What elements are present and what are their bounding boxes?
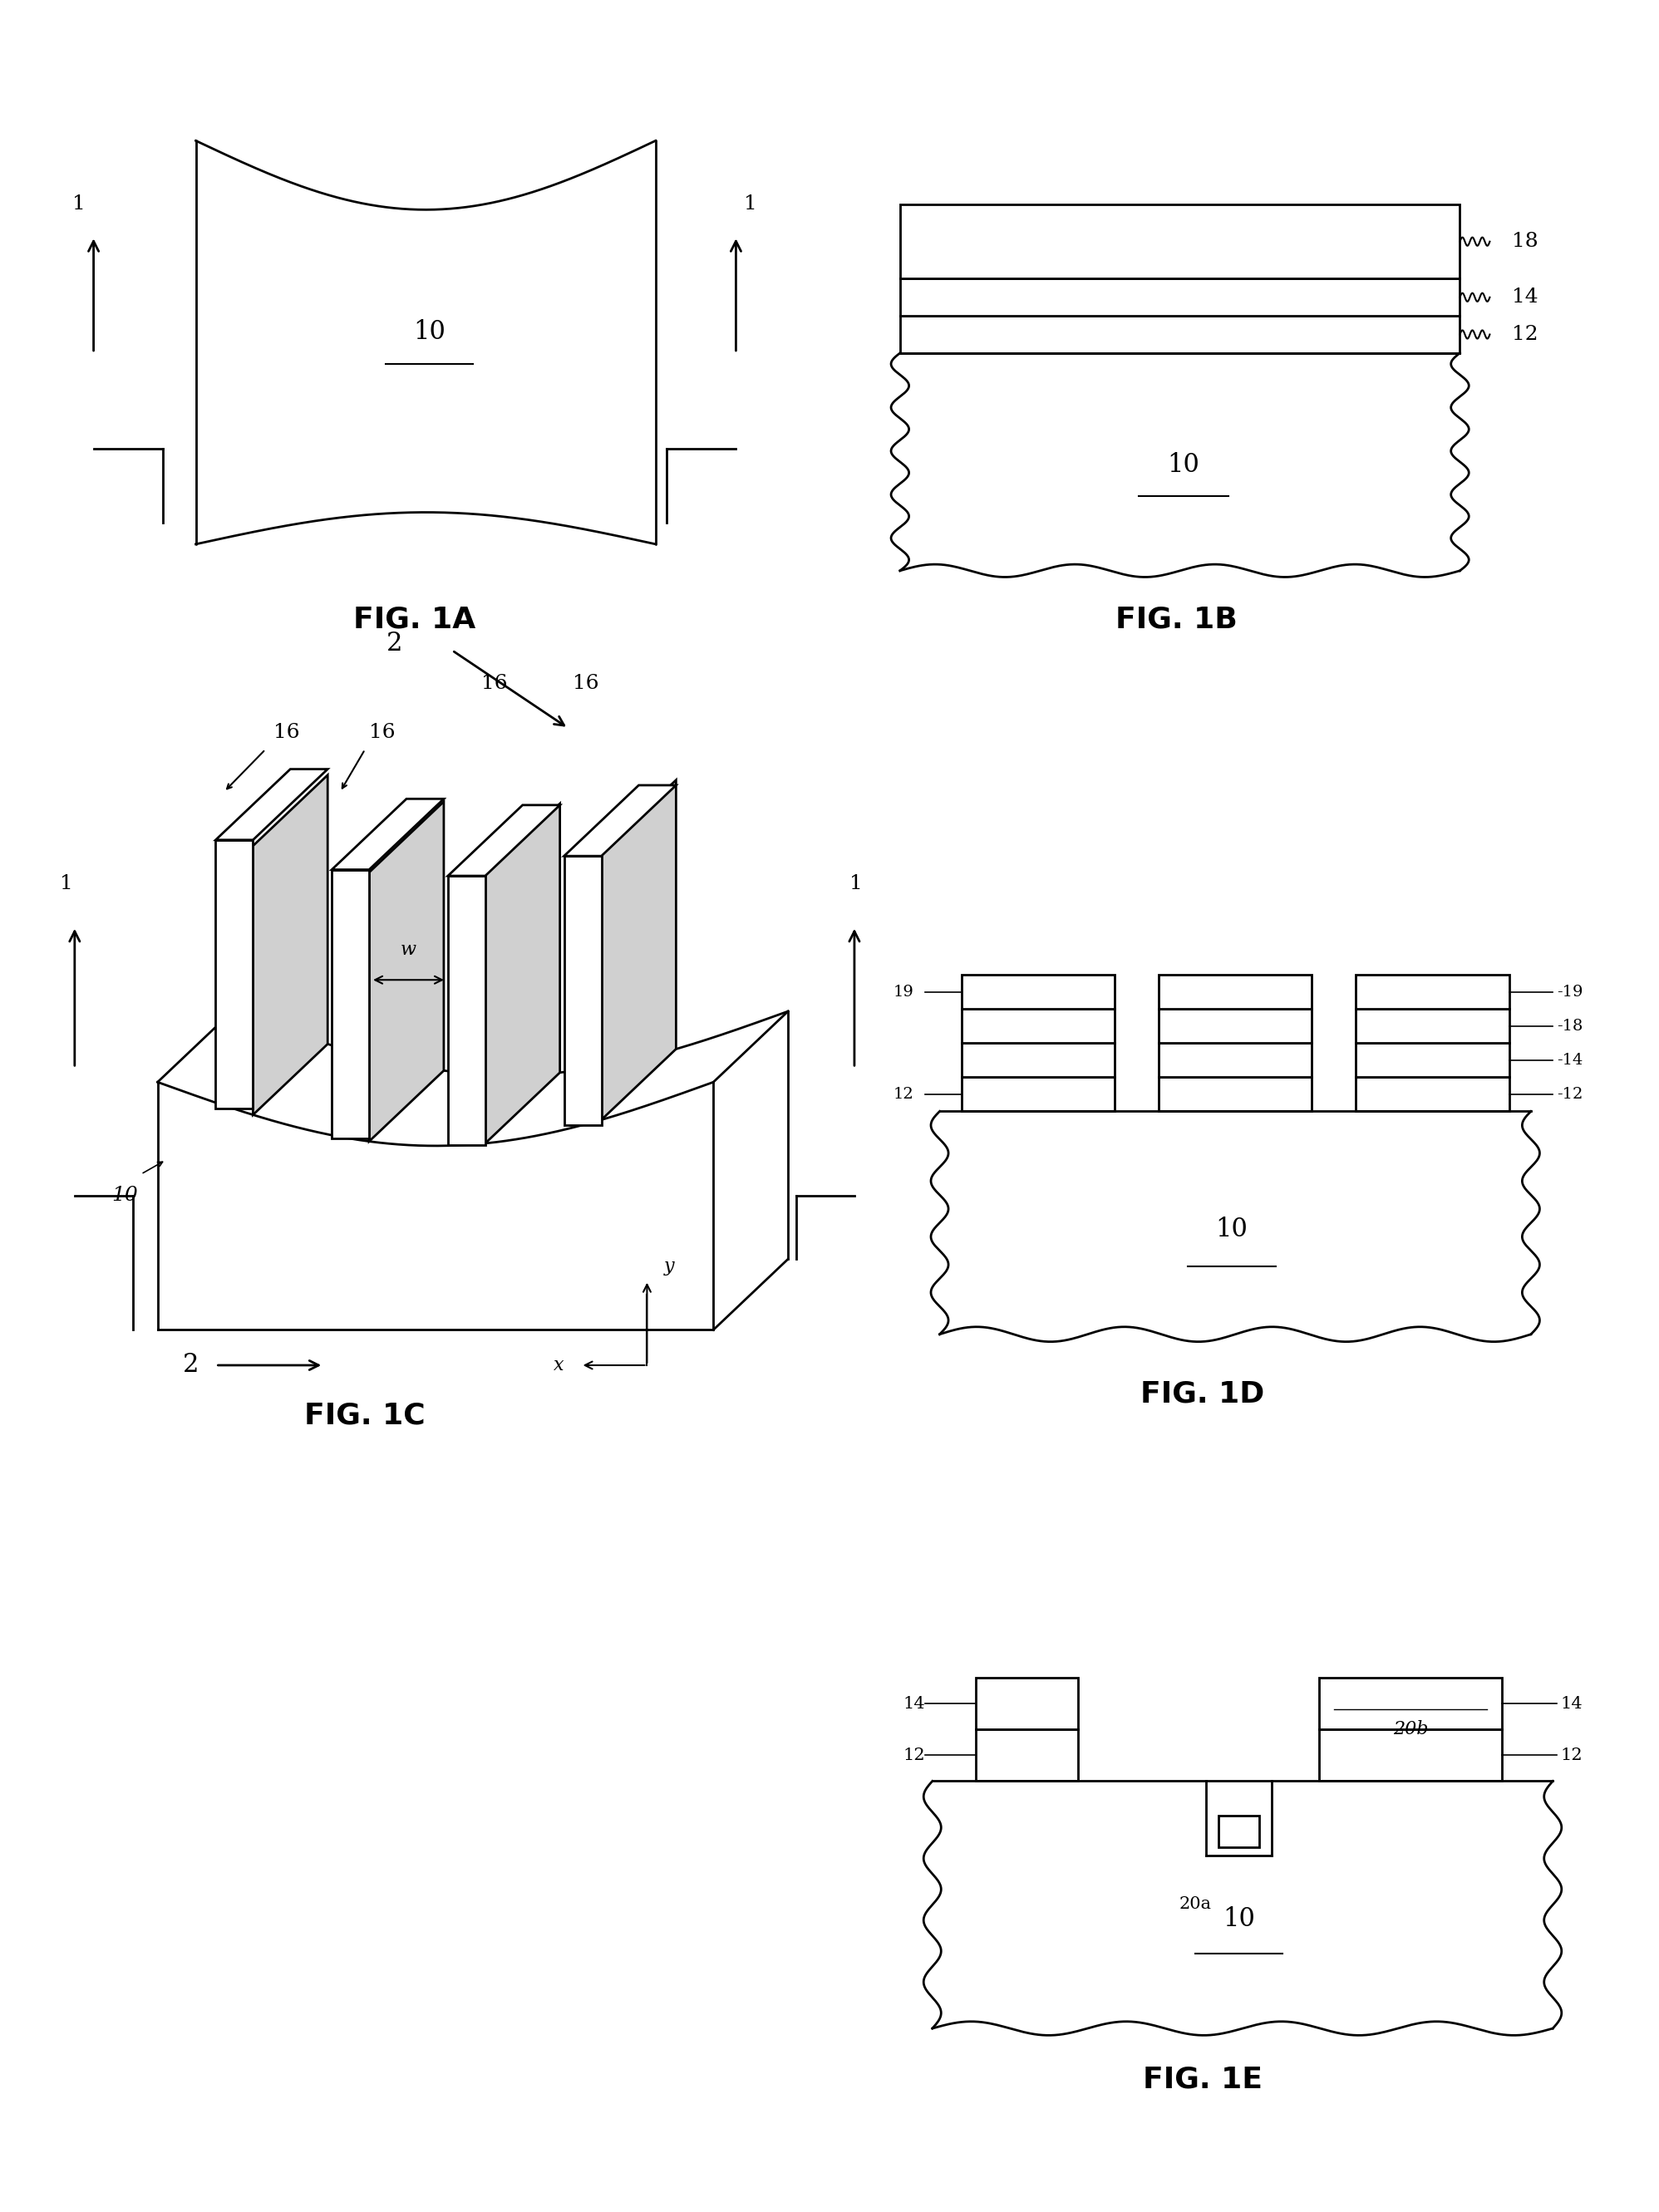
Text: 16: 16 [572, 675, 599, 692]
Polygon shape [601, 781, 677, 1119]
Text: y: y [664, 1256, 674, 1276]
Text: FIG. 1E: FIG. 1E [1143, 2066, 1262, 2093]
Text: 16: 16 [481, 675, 508, 692]
Text: 12: 12 [894, 1086, 914, 1102]
Text: x: x [554, 1356, 564, 1374]
Bar [962, 1077, 1115, 1110]
Text: FIG. 1C: FIG. 1C [305, 1402, 425, 1429]
Bar [962, 975, 1115, 1009]
Text: -18: -18 [1556, 1020, 1583, 1033]
Polygon shape [332, 799, 445, 869]
Text: 16: 16 [368, 723, 395, 743]
Polygon shape [368, 801, 445, 1141]
Text: 12: 12 [902, 1747, 926, 1763]
Bar [975, 1730, 1078, 1781]
Text: 1: 1 [849, 874, 863, 894]
Text: -12: -12 [1556, 1086, 1583, 1102]
Polygon shape [216, 770, 327, 841]
Text: -14: -14 [1556, 1053, 1583, 1068]
Text: 14: 14 [1559, 1697, 1583, 1712]
Bar [1355, 1044, 1510, 1077]
Bar [899, 316, 1460, 354]
Polygon shape [564, 785, 677, 856]
Text: 2: 2 [387, 630, 403, 657]
Text: 12: 12 [1559, 1747, 1583, 1763]
Text: 1: 1 [743, 195, 757, 215]
Bar [1158, 1044, 1312, 1077]
Bar [962, 1009, 1115, 1044]
Bar [1158, 975, 1312, 1009]
Bar [899, 279, 1460, 316]
Bar [564, 856, 602, 1126]
Text: 14: 14 [902, 1697, 926, 1712]
Text: FIG. 1A: FIG. 1A [353, 606, 476, 633]
Bar [1355, 1009, 1510, 1044]
Bar [1319, 1677, 1501, 1730]
Bar [1158, 1077, 1312, 1110]
Bar [332, 869, 368, 1139]
Text: 1: 1 [73, 195, 86, 215]
Bar [216, 841, 252, 1108]
Bar [899, 204, 1460, 279]
Bar [962, 1044, 1115, 1077]
Text: 16: 16 [274, 723, 300, 743]
Polygon shape [448, 805, 561, 876]
Text: 19: 19 [894, 984, 914, 1000]
Bar [975, 1677, 1078, 1730]
Polygon shape [252, 774, 327, 1115]
Text: 14: 14 [1513, 288, 1538, 307]
Text: 10: 10 [1216, 1217, 1248, 1241]
Bar [448, 876, 486, 1146]
Text: 20a: 20a [1180, 1896, 1211, 1911]
Text: w: w [400, 940, 416, 958]
Polygon shape [484, 803, 561, 1144]
Text: 2: 2 [182, 1352, 199, 1378]
Text: 10: 10 [111, 1186, 138, 1206]
Bar [1219, 1816, 1259, 1847]
Text: 10: 10 [1223, 1907, 1256, 1931]
Bar [1319, 1730, 1501, 1781]
Text: 18: 18 [1513, 232, 1538, 252]
Text: 20b: 20b [1394, 1721, 1428, 1739]
Text: 12: 12 [1513, 325, 1538, 345]
Bar [1355, 1077, 1510, 1110]
Bar [1158, 1009, 1312, 1044]
Text: 10: 10 [413, 319, 446, 345]
Text: FIG. 1D: FIG. 1D [1140, 1380, 1264, 1407]
Text: 1: 1 [60, 874, 73, 894]
Text: FIG. 1B: FIG. 1B [1115, 606, 1238, 633]
Bar [1355, 975, 1510, 1009]
Text: 10: 10 [1168, 451, 1199, 478]
Text: -19: -19 [1556, 984, 1583, 1000]
